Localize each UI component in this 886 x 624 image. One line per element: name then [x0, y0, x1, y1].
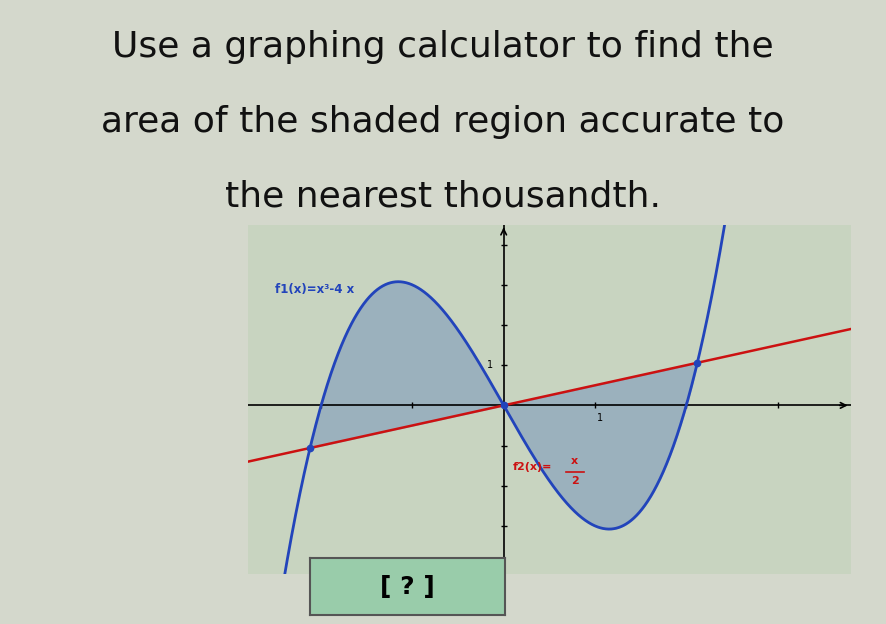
Text: [ ? ]: [ ? ] [380, 575, 435, 598]
Text: f1(x)=x³-4 x: f1(x)=x³-4 x [276, 283, 354, 296]
Text: 1: 1 [486, 360, 493, 370]
Text: f2(x)=: f2(x)= [513, 462, 552, 472]
Text: area of the shaded region accurate to: area of the shaded region accurate to [101, 105, 785, 139]
Text: 2: 2 [571, 475, 579, 485]
Text: Use a graphing calculator to find the: Use a graphing calculator to find the [113, 30, 773, 64]
Text: 1: 1 [596, 412, 602, 422]
Text: the nearest thousandth.: the nearest thousandth. [225, 180, 661, 213]
Text: x: x [571, 456, 579, 466]
